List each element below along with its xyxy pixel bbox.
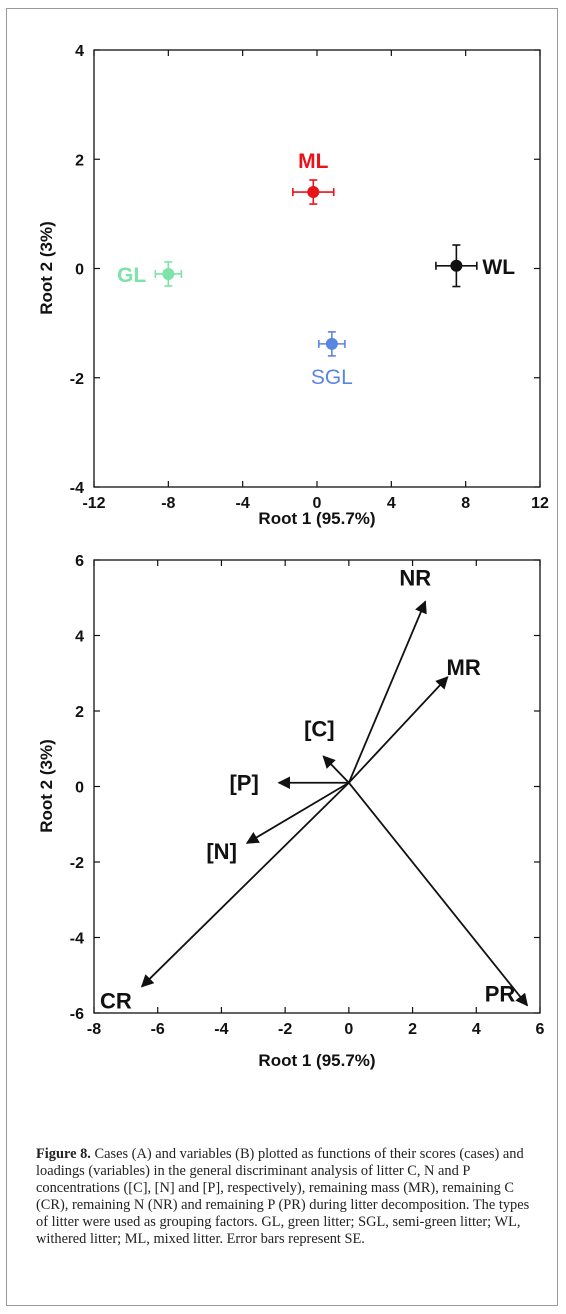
caption-text: Cases (A) and variables (B) plotted as f… [36, 1146, 530, 1247]
panel-b-y-axis-label: Root 2 (3%) [37, 739, 56, 833]
x-tick-label: 6 [536, 1021, 545, 1038]
point-sgl [325, 337, 338, 350]
point-wl [450, 259, 463, 272]
vector-arrow [348, 600, 427, 784]
y-tick-label: -4 [70, 931, 84, 948]
point-label-sgl: SGL [311, 366, 353, 389]
x-tick-label: -8 [87, 1021, 101, 1038]
vector-label: PR [485, 981, 516, 1006]
vector-arrow [140, 782, 350, 988]
y-tick-label: 0 [75, 262, 84, 279]
point-label-gl: GL [117, 264, 146, 287]
panel-b-x-axis-label: Root 1 (95.7%) [258, 1051, 375, 1070]
panel-b-plot-frame [93, 559, 541, 1014]
x-tick-label: -6 [151, 1021, 165, 1038]
caption-lead: Figure 8. [36, 1146, 91, 1162]
x-tick-label: -4 [214, 1021, 228, 1038]
x-tick-label: 2 [408, 1021, 417, 1038]
panel-a-y-axis-label: Root 2 (3%) [37, 221, 56, 315]
y-tick-label: 2 [75, 704, 84, 721]
x-tick-label: -8 [161, 495, 175, 512]
y-tick-label: 0 [75, 780, 84, 797]
vector-arrow [322, 755, 350, 784]
y-tick-label: 6 [75, 553, 84, 570]
figure-frame [6, 8, 558, 1306]
y-tick-label: -2 [70, 855, 84, 872]
x-tick-label: -12 [82, 495, 105, 512]
figure-caption: Figure 8. Cases (A) and variables (B) pl… [36, 1146, 536, 1248]
x-tick-label: -2 [278, 1021, 292, 1038]
panel-b-vectors: NR MR [C] [P] [N] CR PR [100, 566, 529, 1014]
y-tick-label: 4 [75, 629, 84, 646]
vector-arrow [348, 676, 449, 784]
x-tick-label: 4 [387, 495, 396, 512]
x-tick-label: 0 [313, 495, 322, 512]
point-ml [307, 186, 320, 199]
vector-arrow [348, 782, 529, 1007]
panel-a: -12 -8 -4 0 4 8 12 -4 -2 0 2 4 ML GL WL SGL Root 1 (95… [37, 43, 549, 528]
x-tick-label: -4 [236, 495, 250, 512]
vector-label: NR [399, 566, 431, 591]
y-tick-label: -6 [70, 1006, 84, 1023]
point-label-ml: ML [298, 150, 328, 173]
x-tick-label: 8 [461, 495, 470, 512]
panel-a-x-axis-label: Root 1 (95.7%) [258, 509, 375, 528]
point-gl [162, 267, 175, 280]
panel-a-plot-frame [93, 49, 541, 488]
point-label-wl: WL [482, 256, 515, 279]
x-tick-label: 4 [472, 1021, 481, 1038]
y-tick-label: -2 [70, 371, 84, 388]
vector-label: MR [447, 655, 481, 680]
x-tick-label: 0 [344, 1021, 353, 1038]
y-tick-label: -4 [70, 480, 84, 497]
y-tick-label: 4 [75, 43, 84, 60]
vector-label: CR [100, 989, 132, 1014]
panel-a-points: ML GL WL SGL [117, 150, 515, 389]
vector-label: [C] [304, 716, 335, 741]
x-tick-label: 12 [531, 495, 549, 512]
vector-arrow [245, 781, 350, 844]
panel-a-axis-ticks: -12 -8 -4 0 4 8 12 -4 -2 0 2 4 [70, 43, 549, 512]
y-tick-label: 2 [75, 152, 84, 169]
vector-label: [P] [229, 771, 258, 796]
vector-label: [N] [206, 839, 237, 864]
